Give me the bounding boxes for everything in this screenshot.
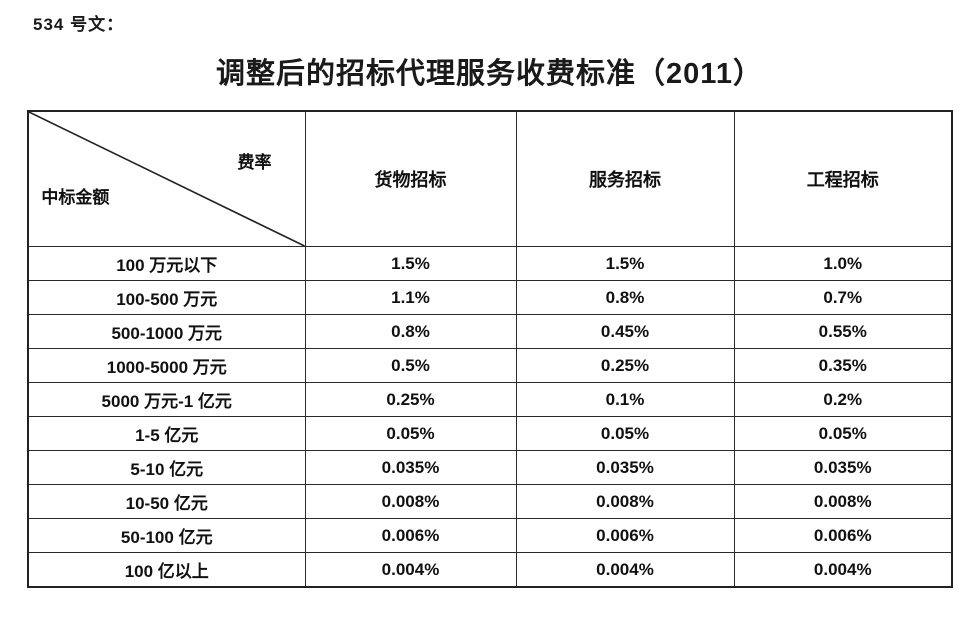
table-row: 5000 万元-1 亿元 0.25% 0.1% 0.2% <box>27 382 953 417</box>
row-label: 50-100 亿元 <box>27 518 306 553</box>
cell-works: 1.0% <box>733 246 953 281</box>
row-label: 100-500 万元 <box>27 280 306 315</box>
row-label: 100 万元以下 <box>27 246 306 281</box>
column-header-service: 服务招标 <box>515 110 735 247</box>
cell-goods: 0.05% <box>304 416 517 451</box>
column-header-goods: 货物招标 <box>304 110 517 247</box>
diagonal-line <box>29 112 305 246</box>
cell-goods: 0.006% <box>304 518 517 553</box>
cell-works: 0.004% <box>733 552 953 588</box>
cell-service: 0.1% <box>515 382 735 417</box>
page-title: 调整后的招标代理服务收费标准（2011） <box>216 58 763 90</box>
cell-works: 0.7% <box>733 280 953 315</box>
cell-service: 0.8% <box>515 280 735 315</box>
cell-goods: 0.008% <box>304 484 517 519</box>
cell-goods: 0.25% <box>304 382 517 417</box>
row-label: 5-10 亿元 <box>27 450 306 485</box>
column-header-works: 工程招标 <box>733 110 953 247</box>
cell-service: 0.035% <box>515 450 735 485</box>
table-row: 1-5 亿元 0.05% 0.05% 0.05% <box>27 416 953 451</box>
cell-works: 0.05% <box>733 416 953 451</box>
table-row: 100 万元以下 1.5% 1.5% 1.0% <box>27 246 953 281</box>
table-row: 100 亿以上 0.004% 0.004% 0.004% <box>27 552 953 588</box>
corner-header-cell: 费率 中标金额 <box>27 110 306 247</box>
cell-goods: 1.5% <box>304 246 517 281</box>
cell-service: 0.45% <box>515 314 735 349</box>
cell-service: 0.25% <box>515 348 735 383</box>
row-label: 1000-5000 万元 <box>27 348 306 383</box>
row-label: 500-1000 万元 <box>27 314 306 349</box>
table-row: 500-1000 万元 0.8% 0.45% 0.55% <box>27 314 953 349</box>
table-row: 50-100 亿元 0.006% 0.006% 0.006% <box>27 518 953 553</box>
cell-service: 0.006% <box>515 518 735 553</box>
table-row: 1000-5000 万元 0.5% 0.25% 0.35% <box>27 348 953 383</box>
cell-works: 0.35% <box>733 348 953 383</box>
table-row: 100-500 万元 1.1% 0.8% 0.7% <box>27 280 953 315</box>
row-label: 10-50 亿元 <box>27 484 306 519</box>
cell-service: 0.05% <box>515 416 735 451</box>
table-row: 10-50 亿元 0.008% 0.008% 0.008% <box>27 484 953 519</box>
cell-goods: 0.004% <box>304 552 517 588</box>
cell-works: 0.008% <box>733 484 953 519</box>
doc-number: 534 号文： <box>33 15 125 34</box>
cell-goods: 1.1% <box>304 280 517 315</box>
row-label: 1-5 亿元 <box>27 416 306 451</box>
cell-service: 0.004% <box>515 552 735 588</box>
cell-service: 0.008% <box>515 484 735 519</box>
corner-label-amount: 中标金额 <box>41 188 110 208</box>
cell-goods: 0.035% <box>304 450 517 485</box>
cell-goods: 0.5% <box>304 348 517 383</box>
cell-works: 0.55% <box>733 314 953 349</box>
table-row: 5-10 亿元 0.035% 0.035% 0.035% <box>27 450 953 485</box>
fee-rate-table: 费率 中标金额 货物招标 服务招标 工程招标 100 万元以下 1.5% 1.5… <box>27 110 953 588</box>
cell-works: 0.035% <box>733 450 953 485</box>
row-label: 5000 万元-1 亿元 <box>27 382 306 417</box>
cell-service: 1.5% <box>515 246 735 281</box>
cell-goods: 0.8% <box>304 314 517 349</box>
cell-works: 0.2% <box>733 382 953 417</box>
row-label: 100 亿以上 <box>27 552 306 588</box>
cell-works: 0.006% <box>733 518 953 553</box>
table-header-row: 费率 中标金额 货物招标 服务招标 工程招标 <box>27 110 953 247</box>
corner-label-rate: 费率 <box>237 153 272 173</box>
